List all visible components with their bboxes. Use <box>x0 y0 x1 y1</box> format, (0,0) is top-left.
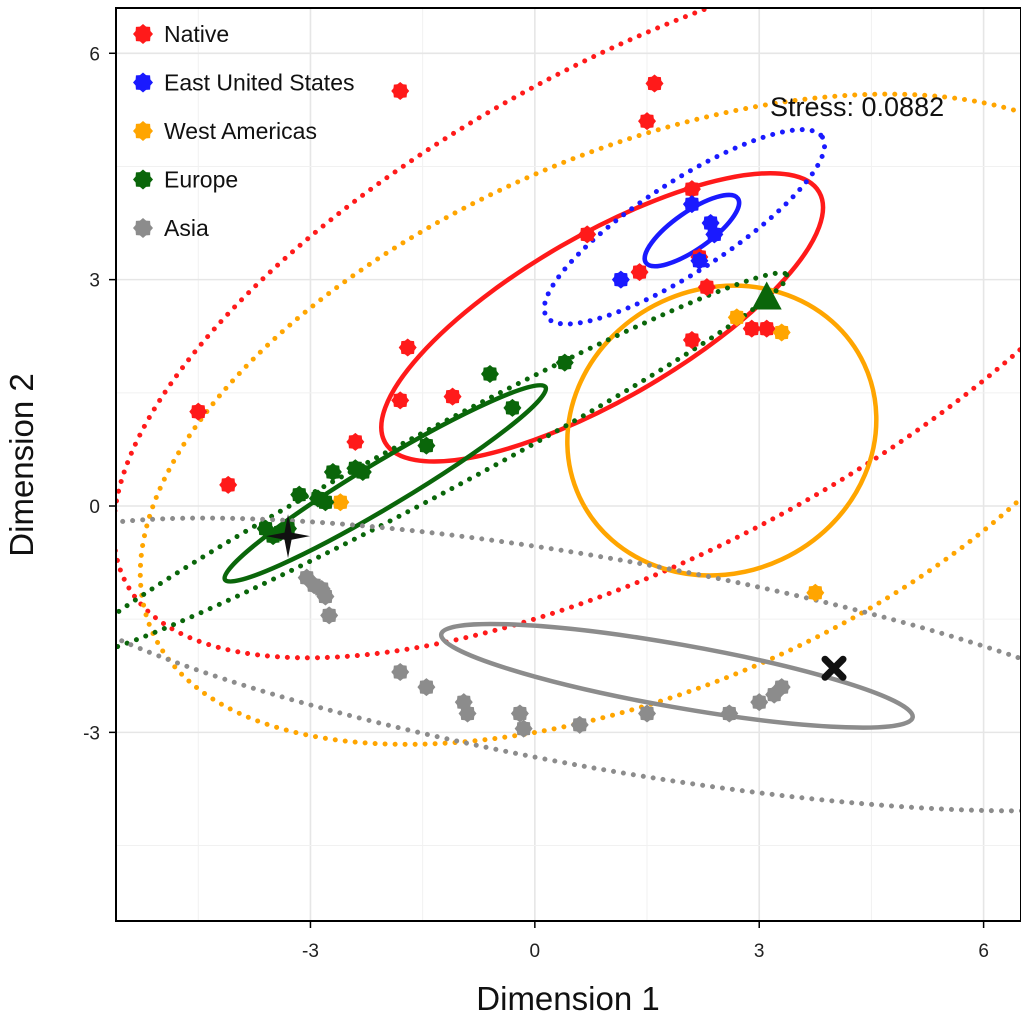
east-united-states-dotted-ellipse <box>541 127 828 327</box>
legend-marker-native <box>133 24 153 44</box>
native-point <box>346 432 365 451</box>
x-tick-label: 3 <box>754 941 765 962</box>
plot-border <box>115 7 1021 922</box>
x-tick-label: -3 <box>302 941 319 962</box>
native-solid-ellipse <box>379 170 826 464</box>
west-americas-point <box>331 493 350 512</box>
asia-dotted-ellipse <box>116 515 1021 814</box>
native-point <box>645 74 664 93</box>
x-tick-label: 6 <box>978 941 989 962</box>
native-dotted-ellipse <box>116 8 1021 661</box>
y-tick-label: 3 <box>89 271 100 292</box>
triangle-marker <box>751 281 782 310</box>
point-layer <box>189 74 825 738</box>
west-americas-point <box>772 323 791 342</box>
europe-point <box>353 463 372 482</box>
legend-label-europe: Europe <box>164 167 238 193</box>
native-point <box>578 225 597 244</box>
asia-point <box>458 704 477 723</box>
native-point <box>682 180 701 199</box>
europe-point <box>555 353 574 372</box>
asia-point <box>750 693 769 712</box>
asia-point <box>316 587 335 606</box>
west-americas-point <box>727 308 746 327</box>
east-united-states-point <box>682 195 701 214</box>
legend-marker-west-americas <box>133 121 153 141</box>
native-point <box>757 319 776 338</box>
europe-point <box>417 436 436 455</box>
legend-label-east-united-states: East United States <box>164 70 355 96</box>
asia-point <box>510 704 529 723</box>
native-point <box>443 387 462 406</box>
asia-point <box>720 704 739 723</box>
west-americas-dotted-ellipse <box>137 91 1021 747</box>
legend-marker-europe <box>133 169 153 190</box>
native-point <box>391 391 410 410</box>
asia-point <box>570 715 589 734</box>
legend-label-asia: Asia <box>164 215 209 241</box>
asia-point <box>417 678 436 697</box>
x-axis-title: Dimension 1 <box>476 980 659 1017</box>
x-cross-marker <box>821 655 847 681</box>
x-tick-label: 0 <box>530 941 541 962</box>
native-point <box>638 112 657 131</box>
native-point <box>219 475 238 494</box>
native-point <box>398 338 417 357</box>
europe-point <box>503 398 522 417</box>
asia-point <box>514 719 533 738</box>
y-tick-label: -3 <box>83 723 100 744</box>
axis-ticks: -3 0 3 6 -3 0 3 6 <box>83 44 989 962</box>
asia-point <box>772 678 791 697</box>
europe-point <box>290 485 309 504</box>
star-marker <box>266 514 311 559</box>
y-tick-label: 0 <box>89 497 100 518</box>
europe-point <box>323 463 342 482</box>
europe-point <box>316 493 335 512</box>
native-point <box>742 319 761 338</box>
east-united-states-solid-ellipse <box>642 192 742 269</box>
east-united-states-point <box>705 225 724 244</box>
europe-point <box>480 364 499 383</box>
native-point <box>682 331 701 349</box>
east-united-states-point <box>611 270 630 289</box>
legend-label-native: Native <box>164 21 229 47</box>
special-marker-layer <box>266 281 847 681</box>
east-united-states-point <box>690 251 709 270</box>
asia-point <box>391 663 410 681</box>
legend-marker-asia <box>133 218 153 238</box>
europe-solid-ellipse <box>222 382 549 584</box>
grid <box>116 8 1021 921</box>
asia-solid-ellipse <box>438 621 915 730</box>
native-point <box>189 402 208 421</box>
native-point <box>697 278 716 297</box>
y-tick-label: 6 <box>89 44 100 65</box>
west-americas-solid-ellipse <box>565 283 879 578</box>
legend: Native East United States West Americas Eur… <box>133 21 355 241</box>
legend-label-west-americas: West Americas <box>164 118 317 144</box>
stress-annotation: Stress: 0.0882 <box>770 92 944 122</box>
asia-point <box>320 606 339 625</box>
y-axis-title: Dimension 2 <box>3 373 40 556</box>
ellipse-layer <box>116 8 1021 814</box>
asia-point <box>638 704 657 723</box>
native-point <box>630 263 649 282</box>
west-americas-point <box>806 583 825 602</box>
europe-dotted-ellipse <box>116 270 790 659</box>
native-point <box>391 82 410 100</box>
legend-marker-east-united-states <box>133 72 153 93</box>
